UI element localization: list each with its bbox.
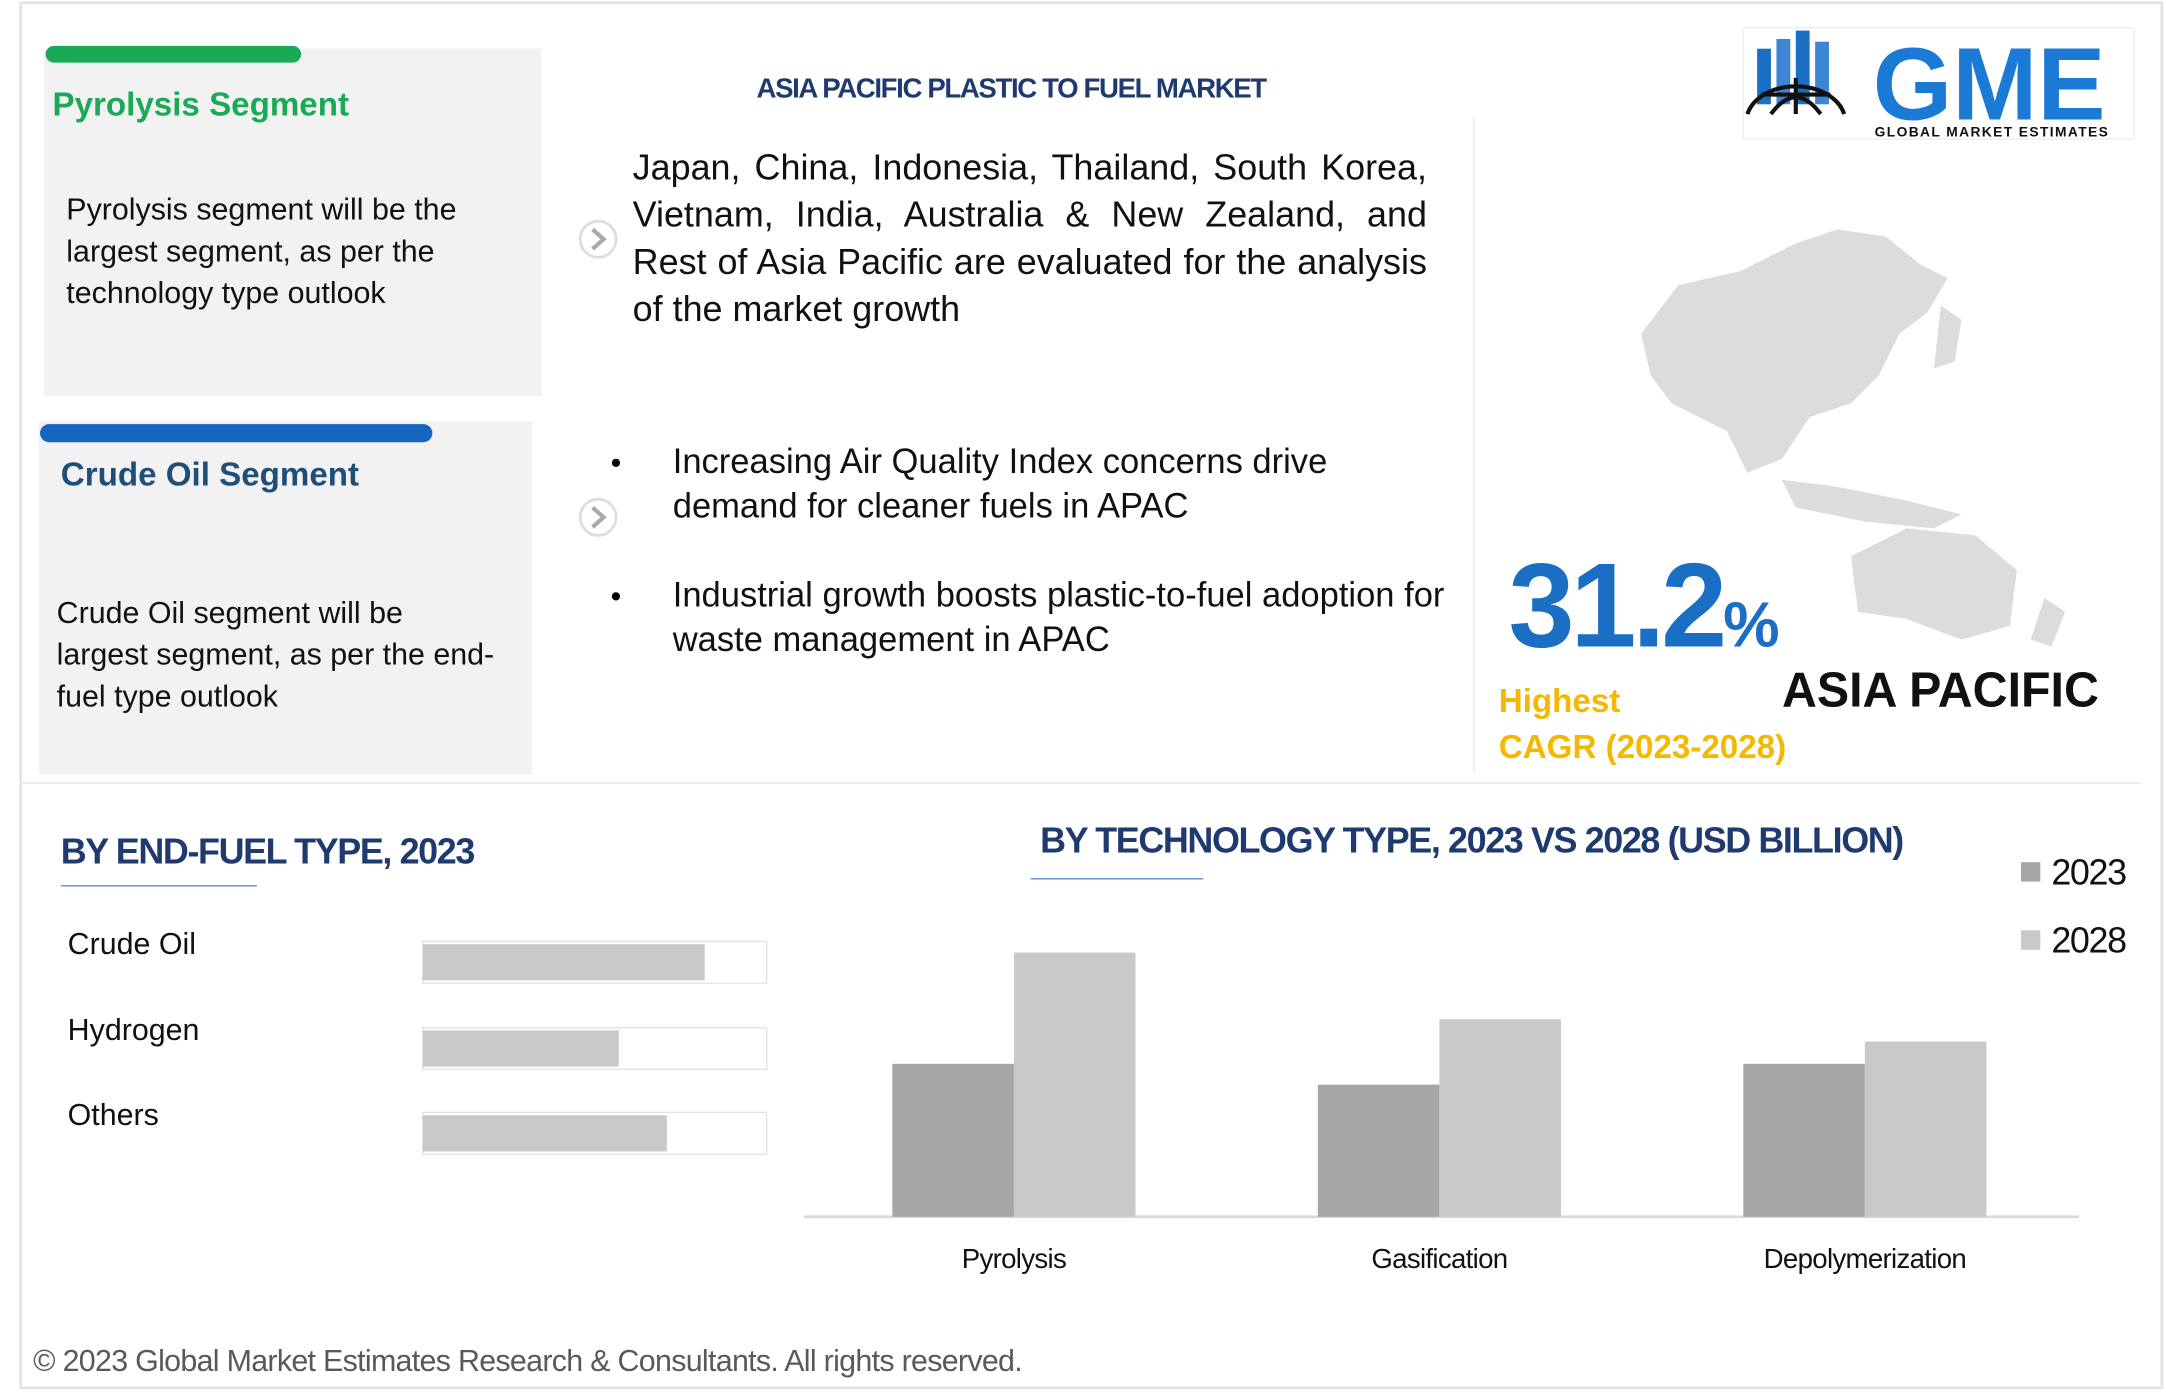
legend-label: 2028 bbox=[2051, 919, 2126, 960]
arrow-icon bbox=[578, 219, 618, 259]
segment-accent bbox=[40, 424, 433, 443]
bullet: • bbox=[611, 579, 622, 613]
segment-box bbox=[44, 48, 542, 397]
category-label: Others bbox=[68, 1098, 159, 1132]
segment-title: Crude Oil Segment bbox=[61, 456, 359, 493]
chart-title: BY TECHNOLOGY TYPE, 2023 VS 2028 (USD BI… bbox=[1040, 819, 1903, 860]
legend-label: 2023 bbox=[2051, 851, 2126, 892]
frame bbox=[19, 1, 2164, 1390]
category-label: Crude Oil bbox=[68, 927, 196, 961]
cagr-number: 31.2 bbox=[1508, 539, 1723, 672]
segment-accent bbox=[45, 45, 302, 63]
legend-swatch bbox=[2020, 862, 2041, 882]
bar bbox=[1317, 1084, 1440, 1217]
bullet: • bbox=[611, 446, 622, 480]
category-label: Hydrogen bbox=[68, 1013, 200, 1047]
arrow-icon bbox=[578, 497, 618, 537]
intro-text: Japan, China, Indonesia, Thailand, South… bbox=[632, 146, 1427, 330]
bullet-text: Increasing Air Quality Index concerns dr… bbox=[672, 442, 1328, 526]
cagr-unit: % bbox=[1723, 588, 1778, 660]
logo-text: GME bbox=[1873, 26, 2106, 141]
segment-text: Crude Oil segment will be largest segmen… bbox=[56, 595, 495, 714]
bar bbox=[422, 944, 705, 981]
logo-subtitle: GLOBAL MARKET ESTIMATES bbox=[1875, 123, 2110, 139]
header-title: ASIA PACIFIC PLASTIC TO FUEL MARKET bbox=[757, 72, 1268, 103]
bar bbox=[1864, 1041, 1987, 1217]
bar bbox=[422, 1115, 667, 1152]
cagr-value: 31.2% bbox=[1508, 539, 1777, 672]
cagr-label: CAGR (2023-2028) bbox=[1499, 729, 1786, 766]
bullet-text: Industrial growth boosts plastic-to-fuel… bbox=[672, 575, 1445, 660]
segment-text: Pyrolysis segment will be the largest se… bbox=[66, 191, 457, 311]
segment-title: Pyrolysis Segment bbox=[52, 86, 349, 123]
footer: © 2023 Global Market Estimates Research … bbox=[33, 1344, 1022, 1378]
cagr-label: Highest bbox=[1499, 683, 1621, 720]
bar bbox=[1013, 952, 1136, 1217]
x-tick-label: Pyrolysis bbox=[962, 1243, 1066, 1274]
logo: GME GLOBAL MARKET ESTIMATES bbox=[1742, 26, 2135, 142]
segment-box bbox=[38, 421, 532, 775]
bar bbox=[1439, 1019, 1561, 1217]
legend-swatch bbox=[2020, 930, 2041, 950]
x-tick-label: Depolymerization bbox=[1764, 1243, 1966, 1274]
region-label: ASIA PACIFIC bbox=[1782, 663, 2099, 717]
bar bbox=[422, 1030, 619, 1067]
map bbox=[1641, 229, 2066, 647]
chart-title: BY END-FUEL TYPE, 2023 bbox=[61, 830, 474, 871]
x-tick-label: Gasification bbox=[1371, 1243, 1507, 1274]
bar bbox=[1743, 1063, 1865, 1217]
bar bbox=[892, 1063, 1014, 1217]
